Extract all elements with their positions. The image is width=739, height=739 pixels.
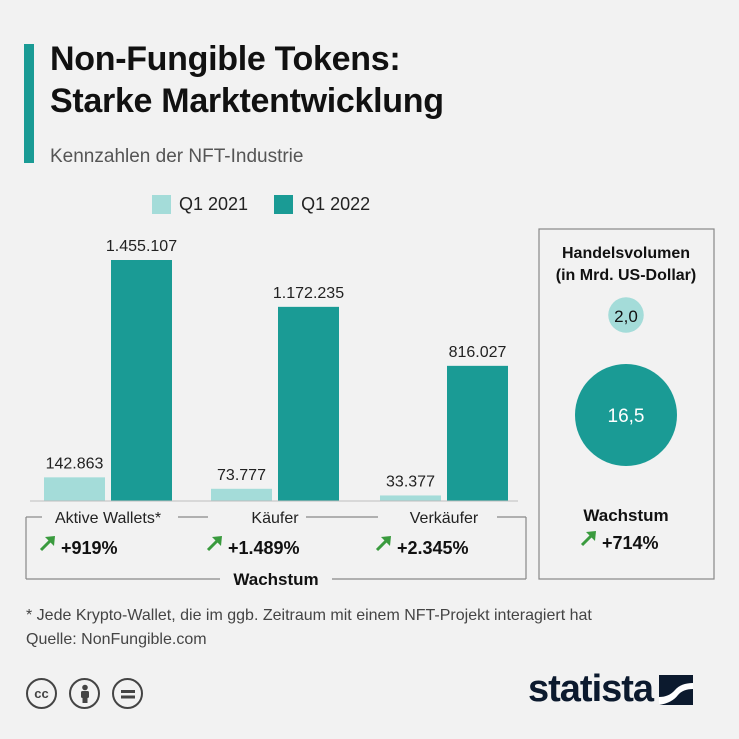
logo-text: statista bbox=[528, 668, 654, 710]
volume-panel-frame bbox=[538, 228, 715, 580]
volume-growth-label: Wachstum bbox=[583, 506, 668, 525]
statista-logo[interactable]: statista bbox=[528, 668, 694, 711]
bar-verkäufer-q1-2022 bbox=[447, 365, 508, 501]
growth-arrow-käufer-icon bbox=[206, 536, 222, 552]
bar-käufer-q1-2021 bbox=[211, 488, 272, 501]
volume-bubble-q1-2022 bbox=[575, 364, 677, 466]
legend-swatch-q1-2021 bbox=[152, 195, 171, 214]
volume-title-line-1: Handelsvolumen bbox=[562, 245, 690, 262]
bar-käufer-q1-2022 bbox=[278, 306, 339, 501]
growth-value-aktive-wallets: +919% bbox=[61, 538, 118, 558]
footnote-text: * Jede Krypto-Wallet, die im ggb. Zeitra… bbox=[26, 607, 592, 624]
growth-value-käufer: +1.489% bbox=[228, 538, 300, 558]
volume-value-q1-2021: 2,0 bbox=[614, 307, 638, 326]
growth-arrow-aktive-wallets-icon bbox=[39, 536, 55, 552]
title-accent-bar bbox=[24, 44, 34, 163]
volume-bubble-q1-2021 bbox=[608, 297, 644, 333]
legend-swatch-q1-2022 bbox=[274, 195, 294, 214]
legend-item-q1-2022: Q1 2022 bbox=[274, 194, 370, 215]
legend-item-q1-2021: Q1 2021 bbox=[152, 194, 248, 215]
page-subtitle: Kennzahlen der NFT-Industrie bbox=[50, 146, 304, 167]
data-label-käufer-q1-2021: 73.777 bbox=[217, 467, 266, 484]
logo-mark-icon bbox=[659, 674, 694, 705]
data-label-verkäufer-q1-2021: 33.377 bbox=[386, 473, 435, 490]
license-icons: cc bbox=[26, 678, 155, 709]
category-label-käufer: Käufer bbox=[251, 510, 299, 527]
cc-icon[interactable]: cc bbox=[26, 678, 57, 709]
bar-aktive-wallets-q1-2022 bbox=[111, 260, 172, 501]
source-text: Quelle: NonFungible.com bbox=[26, 631, 207, 648]
footnote-block: * Jede Krypto-Wallet, die im ggb. Zeitra… bbox=[26, 604, 592, 652]
volume-growth-arrow-icon bbox=[580, 531, 596, 547]
bar-aktive-wallets-q1-2021 bbox=[44, 477, 105, 501]
legend-label-q1-2022: Q1 2022 bbox=[301, 194, 371, 214]
category-label-aktive-wallets: Aktive Wallets* bbox=[55, 510, 161, 527]
data-label-aktive-wallets-q1-2021: 142.863 bbox=[46, 455, 104, 472]
volume-growth-value: +714% bbox=[602, 533, 659, 553]
title-line-1: Non-Fungible Tokens: bbox=[50, 40, 401, 78]
category-label-verkäufer: Verkäufer bbox=[410, 510, 479, 527]
bar-verkäufer-q1-2021 bbox=[380, 495, 441, 501]
no-derivatives-icon[interactable] bbox=[112, 678, 143, 709]
growth-value-verkäufer: +2.345% bbox=[397, 538, 469, 558]
title-line-2: Starke Marktentwicklung bbox=[50, 82, 444, 120]
attribution-icon[interactable] bbox=[69, 678, 100, 709]
page-title: Non-Fungible Tokens: Starke Marktentwick… bbox=[50, 38, 444, 122]
data-label-verkäufer-q1-2022: 816.027 bbox=[449, 344, 507, 361]
chart-legend: Q1 2021 Q1 2022 bbox=[152, 194, 396, 215]
bracket-growth-label: Wachstum bbox=[233, 570, 318, 589]
volume-title-line-2: (in Mrd. US-Dollar) bbox=[556, 267, 696, 284]
data-label-käufer-q1-2022: 1.172.235 bbox=[273, 285, 344, 302]
volume-value-q1-2022: 16,5 bbox=[608, 406, 645, 427]
growth-arrow-verkäufer-icon bbox=[375, 536, 391, 552]
data-label-aktive-wallets-q1-2022: 1.455.107 bbox=[106, 238, 177, 255]
legend-label-q1-2021: Q1 2021 bbox=[179, 194, 249, 214]
